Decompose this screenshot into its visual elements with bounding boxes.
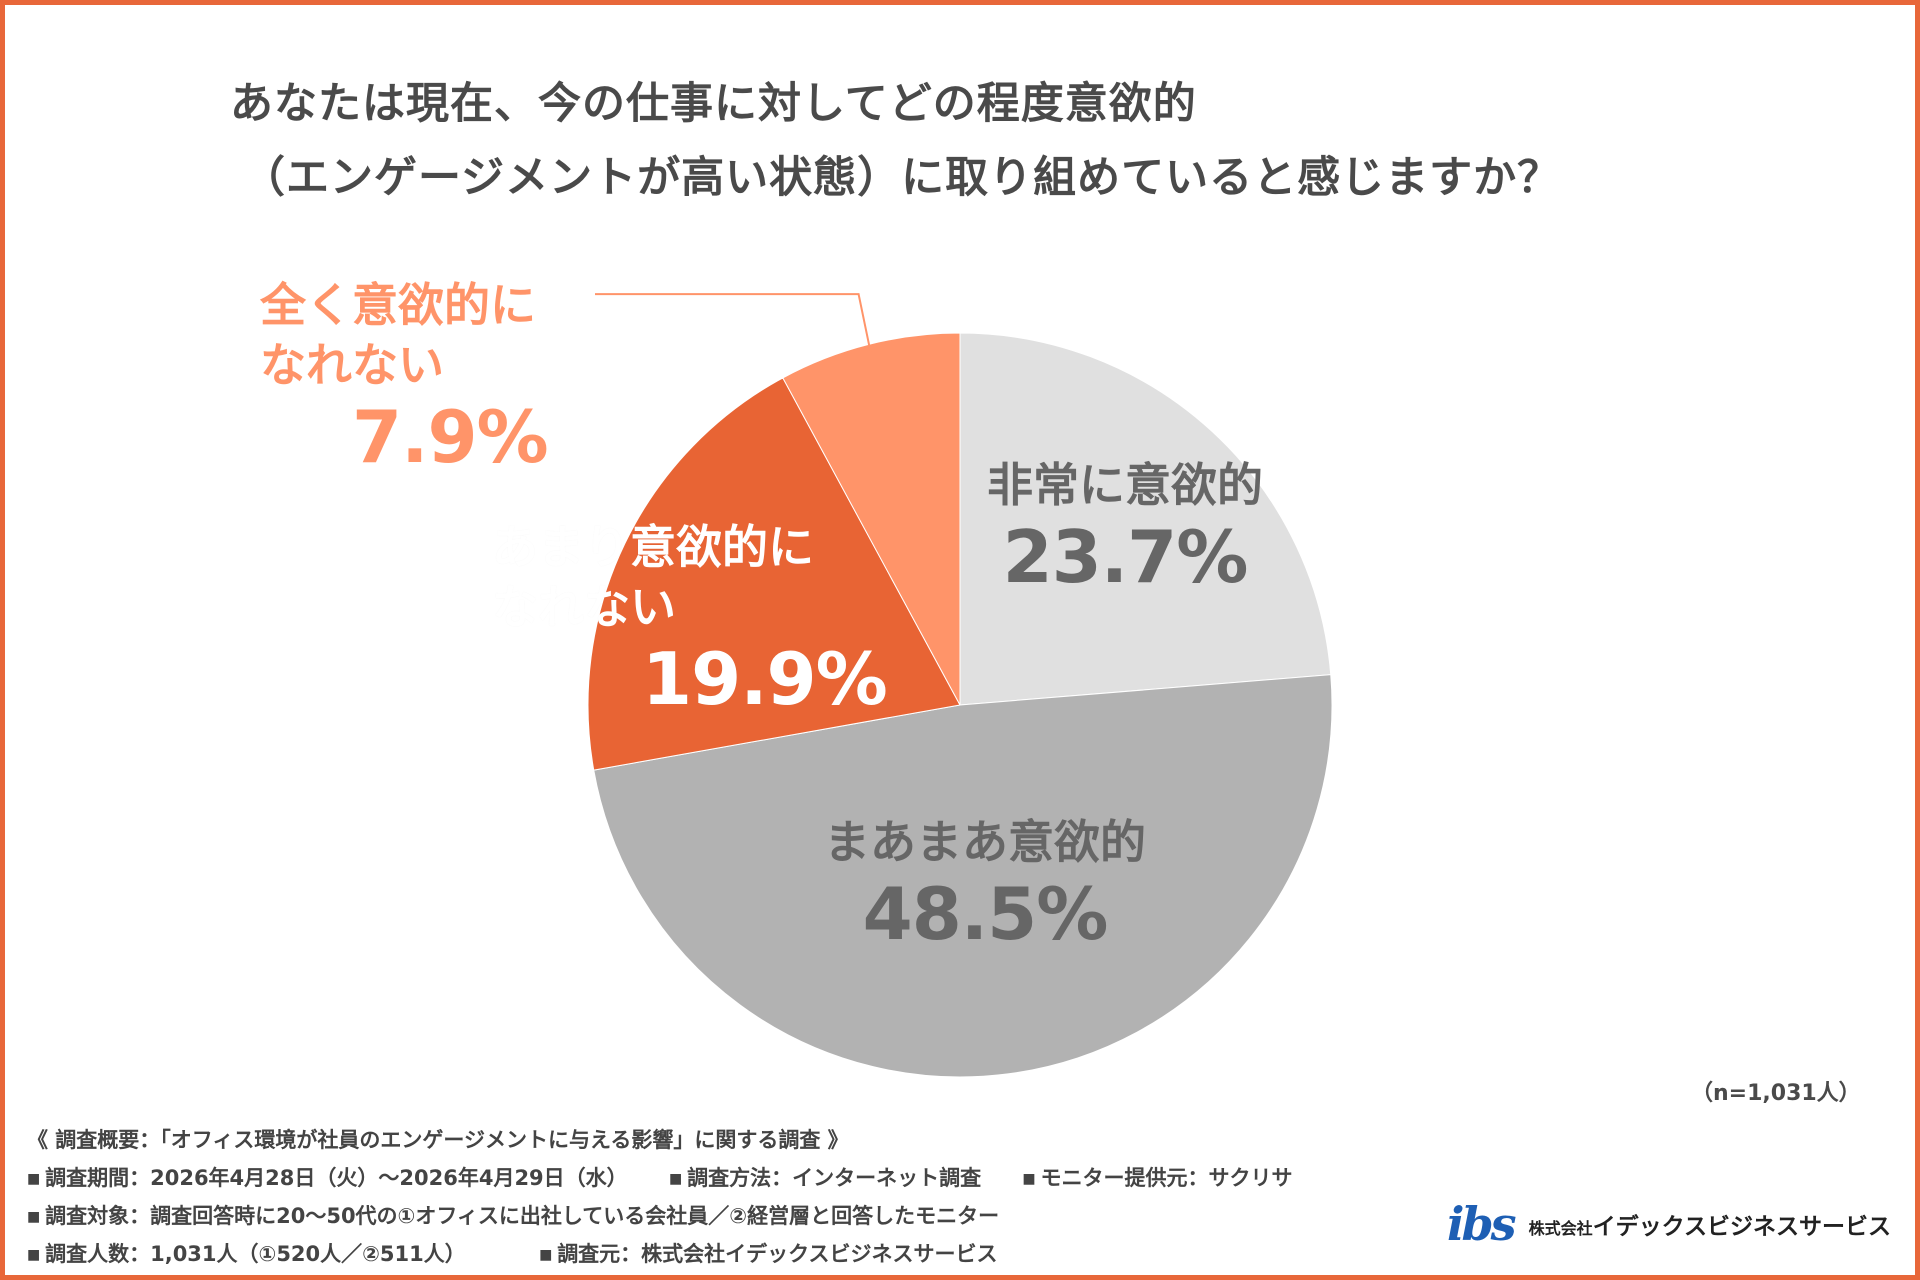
pie-slice-somewhat-motivated bbox=[593, 674, 1333, 1078]
title-line-1: あなたは現在、今の仕事に対してどの程度意欲的 bbox=[230, 79, 1197, 129]
survey-notes-row-1: 調査期間：2026年4月28日（火）～2026年4月29日（水） 調査方法：イン… bbox=[27, 1159, 1293, 1198]
label-not-at-all-motivated-line-1: 全く意欲的に bbox=[260, 278, 536, 332]
label-very-motivated-value: 23.7% bbox=[1002, 515, 1249, 599]
survey-period: 調査期間：2026年4月28日（火）～2026年4月29日（水） bbox=[27, 1159, 628, 1198]
sample-size-note: （n=1,031人） bbox=[1691, 1081, 1861, 1106]
survey-source: 調査元：株式会社イデックスビジネスサービス bbox=[539, 1235, 997, 1274]
survey-count: 調査人数：1,031人（①520人／②511人） bbox=[27, 1235, 466, 1274]
label-not-very-motivated-line-1: あまり意欲的に bbox=[492, 520, 814, 574]
company-name: 株式会社イデックスビジネスサービス bbox=[1529, 1207, 1891, 1241]
survey-panel: モニター提供元：サクリサ bbox=[1022, 1159, 1293, 1198]
survey-target: 調査対象：調査回答時に20～50代の①オフィスに出社している会社員／②経営層と回… bbox=[27, 1197, 999, 1236]
company-logo: ibs 株式会社イデックスビジネスサービス bbox=[1447, 1197, 1907, 1251]
label-very-motivated-category: 非常に意欲的 bbox=[987, 458, 1263, 512]
survey-notes-header: 《 調査概要：「オフィス環境が社員のエンゲージメントに与える影響」に関する調査 … bbox=[27, 1128, 849, 1152]
company-name-main: イデックスビジネスサービス bbox=[1592, 1214, 1891, 1240]
title-line-2: （エンゲージメントが高い状態）に取り組めていると感じますか？ bbox=[242, 153, 1562, 203]
company-prefix: 株式会社 bbox=[1528, 1219, 1593, 1238]
label-not-very-motivated-line-2: なれない bbox=[492, 580, 676, 634]
label-not-very-motivated-value: 19.9% bbox=[642, 637, 888, 721]
label-somewhat-motivated-value: 48.5% bbox=[862, 872, 1109, 956]
label-not-very-motivated: あまり意欲的に なれない 19.9% bbox=[492, 517, 888, 721]
survey-notes-row-2: 調査対象：調査回答時に20～50代の①オフィスに出社している会社員／②経営層と回… bbox=[27, 1197, 1293, 1235]
leader-line-not-at-all-motivated bbox=[595, 293, 872, 353]
pie-chart bbox=[587, 293, 1333, 1078]
label-not-at-all-motivated-line-2: なれない bbox=[260, 338, 444, 392]
label-somewhat-motivated: まあまあ意欲的 48.5% bbox=[785, 812, 1185, 956]
survey-notes-row-3: 調査人数：1,031人（①520人／②511人） 調査元：株式会社イデックスビジ… bbox=[27, 1235, 1293, 1273]
survey-notes: 《 調査概要：「オフィス環境が社員のエンゲージメントに与える影響」に関する調査 … bbox=[27, 1121, 1293, 1273]
chart-title: あなたは現在、今の仕事に対してどの程度意欲的 （エンゲージメントが高い状態）に取… bbox=[230, 67, 1790, 215]
label-somewhat-motivated-category: まあまあ意欲的 bbox=[824, 815, 1146, 869]
label-very-motivated: 非常に意欲的 23.7% bbox=[955, 455, 1295, 599]
pie-slice-not-very-motivated bbox=[587, 377, 961, 771]
ibs-logo-mark: ibs bbox=[1447, 1197, 1517, 1251]
pie-slice-very-motivated bbox=[959, 332, 1332, 706]
label-not-at-all-motivated-value: 7.9% bbox=[352, 395, 549, 479]
survey-method: 調査方法：インターネット調査 bbox=[669, 1159, 981, 1198]
label-not-at-all-motivated: 全く意欲的に なれない 7.9% bbox=[260, 275, 580, 479]
